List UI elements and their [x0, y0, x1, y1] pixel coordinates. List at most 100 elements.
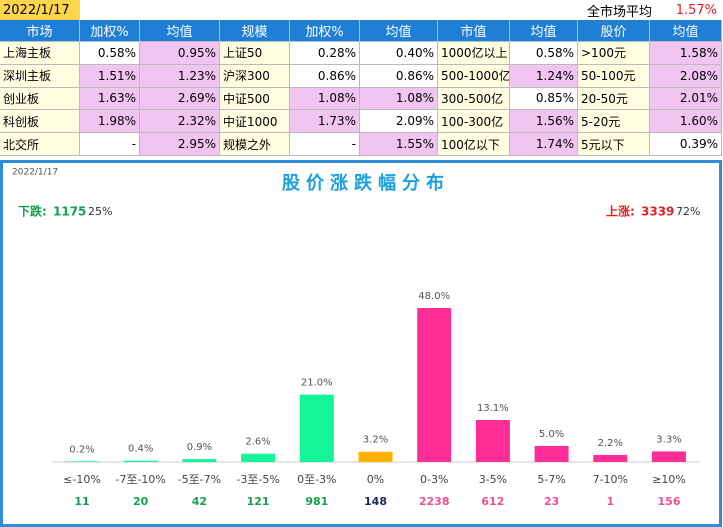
bar	[65, 461, 99, 462]
table-cell: 1.55%	[360, 133, 438, 156]
count-label: 2238	[419, 495, 450, 508]
count-label: 148	[364, 495, 387, 508]
table-cell: 20-50元	[578, 87, 650, 111]
table-cell: 上证50	[220, 42, 290, 65]
count-label: 20	[133, 495, 149, 508]
value-label: 5.0%	[539, 429, 564, 440]
table-cell: 0.39%	[650, 133, 722, 156]
value-label: 2.2%	[598, 438, 623, 449]
value-label: 48.0%	[418, 291, 450, 302]
table-cell: 市值	[438, 20, 510, 42]
rise-share: 72%	[676, 205, 700, 218]
x-tick-label: -5至-7%	[178, 473, 221, 486]
table-cell: 0.85%	[510, 87, 578, 111]
table-cell: 2.69%	[140, 87, 220, 111]
table-cell: 规模	[220, 20, 290, 42]
count-label: 23	[544, 495, 559, 508]
table-cell: 2.01%	[650, 87, 722, 111]
table-cell: 加权%	[290, 20, 360, 42]
table-cell: 2.09%	[360, 110, 438, 134]
table-cell: 1000亿以上	[438, 42, 510, 65]
rise-count: 3339	[641, 205, 674, 219]
table-cell: 5元以下	[578, 133, 650, 156]
rise-label: 上涨:	[606, 204, 635, 219]
table-cell: 0.95%	[140, 42, 220, 65]
table-cell: 2.95%	[140, 133, 220, 156]
table-cell: 1.58%	[650, 42, 722, 65]
table-cell: 300-500亿	[438, 87, 510, 111]
value-label: 21.0%	[301, 378, 333, 389]
table-cell: 1.08%	[290, 87, 360, 111]
table-cell: -	[290, 133, 360, 156]
fall-share: 25%	[88, 205, 112, 218]
bar	[475, 419, 510, 462]
avg-value: 1.57%	[675, 2, 717, 18]
table-cell: 股价	[578, 20, 650, 42]
chart-date: 2022/1/17	[12, 168, 58, 178]
value-label: 3.3%	[656, 434, 681, 445]
table-cell: 均值	[510, 20, 578, 42]
frame	[0, 160, 722, 527]
table-cell: 规模之外	[220, 133, 290, 156]
value-label: 0.4%	[128, 444, 153, 455]
x-tick-label: 7-10%	[593, 473, 628, 486]
bar	[182, 459, 217, 462]
table-cell: 沪深300	[220, 64, 290, 88]
table-cell: 2.08%	[650, 64, 722, 88]
count-label: 1	[606, 495, 614, 508]
count-label: 11	[74, 495, 89, 508]
x-tick-label: 0至-3%	[297, 473, 336, 486]
x-tick-label: -7至-10%	[116, 473, 166, 486]
bar	[417, 308, 452, 462]
bar	[534, 445, 569, 462]
table-cell: 500-1000亿	[438, 64, 510, 88]
table-cell: 深圳主板	[0, 64, 80, 88]
value-label: 0.2%	[69, 444, 94, 455]
table-cell: 2.32%	[140, 110, 220, 134]
value-label: 13.1%	[477, 403, 509, 414]
table-cell: 1.23%	[140, 64, 220, 88]
bar	[652, 451, 686, 462]
count-label: 42	[192, 495, 207, 508]
x-tick-label: ≥10%	[652, 473, 686, 486]
bar	[299, 394, 334, 462]
table-cell: 1.73%	[290, 110, 360, 134]
table-cell: 1.56%	[510, 110, 578, 134]
x-tick-label: 0-3%	[420, 473, 448, 486]
table-cell: 0.86%	[360, 64, 438, 88]
table-cell: 市场	[0, 20, 80, 42]
table-cell: 1.24%	[510, 64, 578, 88]
table-cell: 均值	[650, 20, 722, 42]
bar	[123, 460, 158, 462]
value-label: 3.2%	[363, 435, 388, 446]
table-cell: -	[80, 133, 140, 156]
bar	[241, 453, 276, 462]
fall-label: 下跌:	[18, 204, 47, 219]
bar	[593, 454, 628, 462]
date: 2022/1/17	[0, 0, 80, 20]
table-cell: 0.58%	[510, 42, 578, 65]
table-cell: 均值	[360, 20, 438, 42]
table-cell: 1.63%	[80, 87, 140, 111]
table-cell: 加权%	[80, 20, 140, 42]
table-cell: 1.60%	[650, 110, 722, 134]
x-tick-label: -3至-5%	[236, 473, 279, 486]
table-cell: 1.74%	[510, 133, 578, 156]
x-tick-label: 5-7%	[537, 473, 565, 486]
table-cell: >100元	[578, 42, 650, 65]
x-tick-label: 0%	[367, 473, 384, 486]
count-label: 121	[247, 495, 270, 508]
table-cell: 100-300亿	[438, 110, 510, 134]
table-cell: 0.58%	[80, 42, 140, 65]
table-cell: 0.86%	[290, 64, 360, 88]
count-label: 156	[658, 495, 681, 508]
avg-label: 全市场平均	[586, 4, 652, 20]
bar	[358, 451, 393, 462]
chart: 2022/1/17 股价涨跌幅分布 下跌: 1175 25% 上涨: 3339 …	[0, 160, 722, 527]
table-cell: 均值	[140, 20, 220, 42]
table-cell: 1.98%	[80, 110, 140, 134]
table-cell: 上海主板	[0, 42, 80, 65]
table-cell: 中证500	[220, 87, 290, 111]
table-cell: 1.08%	[360, 87, 438, 111]
